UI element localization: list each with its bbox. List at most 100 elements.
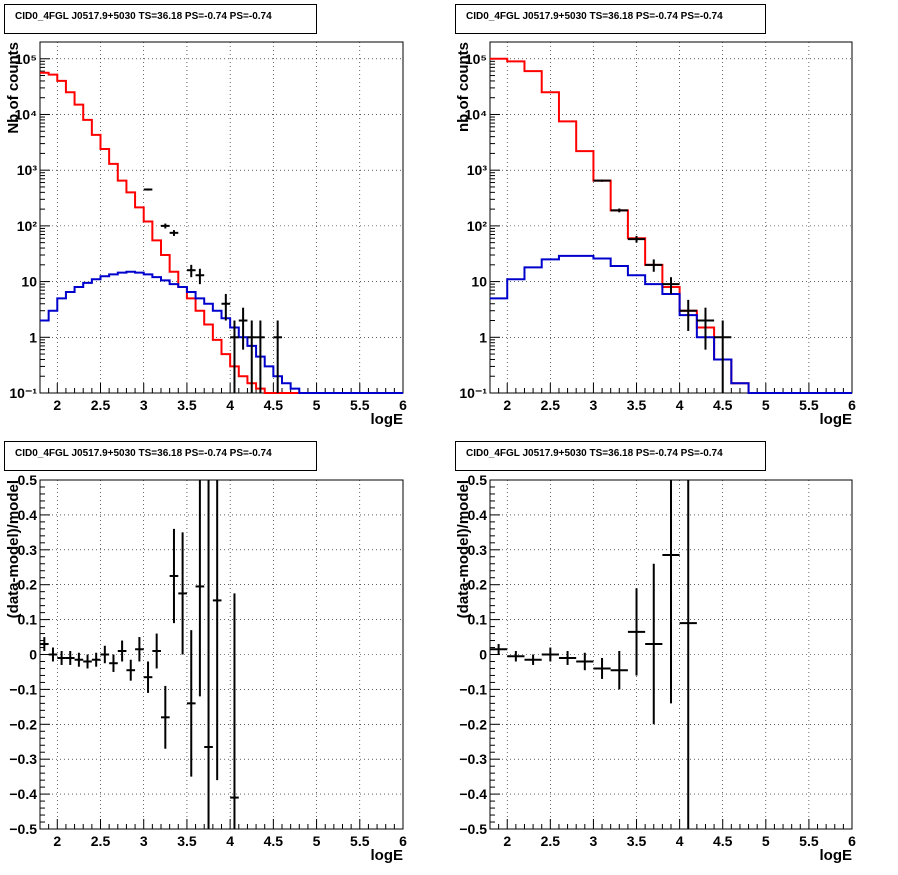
data-point bbox=[143, 661, 153, 693]
data-point bbox=[610, 651, 628, 690]
y-tick-label: 1 bbox=[479, 329, 487, 345]
chart-residual-left: 2 2.5 3 3.5 4 4.5 5 5.5 6 −0.5 −0.4 −0.3 −0.2 −0.1 0 0.… bbox=[5, 472, 407, 864]
y-tick-label: 0.4 bbox=[18, 507, 38, 523]
y-tick-label: 0.1 bbox=[18, 612, 38, 628]
y-tick-label: 0.3 bbox=[468, 542, 488, 558]
data-point bbox=[152, 633, 161, 669]
data-point bbox=[238, 307, 248, 350]
y-tick-label: 10⁴ bbox=[465, 106, 488, 122]
y-tick-label: 10⁵ bbox=[465, 51, 487, 67]
chart-residual-right: 2 2.5 3 3.5 4 4.5 5 5.5 6 −0.5 −0.4 −0.3 −0.2 −0.1 0 0.… bbox=[455, 472, 856, 864]
x-tick-label: 3.5 bbox=[627, 397, 647, 413]
data-point bbox=[645, 563, 663, 725]
x-tick-label: 2 bbox=[503, 833, 511, 849]
data-point bbox=[662, 480, 680, 704]
data-point bbox=[696, 307, 715, 350]
y-tick-label: 0.2 bbox=[18, 577, 38, 593]
y-tick-label: 0.5 bbox=[468, 472, 488, 488]
data-point bbox=[645, 259, 663, 272]
data-point bbox=[40, 637, 49, 652]
chart-title-bottom-left: CID0_4FGL J0517.9+5030 TS=36.18 PS=-0.74… bbox=[4, 441, 317, 471]
data-point bbox=[74, 652, 84, 667]
y-tick-label: 10³ bbox=[17, 162, 38, 178]
x-tick-label: 5.5 bbox=[350, 397, 370, 413]
data-point bbox=[221, 293, 231, 321]
data-point bbox=[256, 320, 265, 393]
x-tick-label: 3 bbox=[590, 397, 598, 413]
data-point bbox=[186, 630, 196, 777]
x-tick-label: 6 bbox=[399, 397, 407, 413]
data-point bbox=[169, 230, 179, 236]
x-tick-label: 4 bbox=[676, 833, 684, 849]
data-point bbox=[212, 480, 222, 781]
x-tick-label: 2.5 bbox=[541, 397, 561, 413]
x-axis-label: logE bbox=[371, 411, 404, 428]
y-tick-label: −0.5 bbox=[459, 821, 487, 837]
x-tick-label: 3.5 bbox=[177, 833, 197, 849]
x-tick-label: 4.5 bbox=[264, 833, 284, 849]
data-point bbox=[273, 320, 282, 393]
chart-title-top-left: CID0_4FGL J0517.9+5030 TS=36.18 PS=-0.74… bbox=[4, 4, 317, 34]
y-tick-label: −0.4 bbox=[9, 786, 37, 802]
data-point bbox=[100, 645, 110, 664]
data-point bbox=[593, 657, 611, 679]
y-axis-label: (data-model)/model bbox=[5, 480, 22, 618]
x-tick-label: 4.5 bbox=[713, 833, 733, 849]
x-tick-label: 2 bbox=[53, 397, 61, 413]
source-histogram-line bbox=[490, 254, 852, 394]
data-point bbox=[247, 320, 257, 393]
y-axis-label: nb of counts bbox=[455, 42, 472, 132]
y-tick-label: −0.1 bbox=[459, 681, 487, 697]
data-point bbox=[143, 188, 153, 191]
y-tick-label: 10⁻¹ bbox=[459, 385, 487, 401]
x-tick-label: 6 bbox=[399, 833, 407, 849]
y-tick-label: 10 bbox=[21, 274, 37, 290]
x-tick-label: 2.5 bbox=[541, 833, 561, 849]
chart-counts-right: 2 2.5 3 3.5 4 4.5 5 5.5 6 10⁻¹ 1 10 10² 10³ 10⁴ 10⁵ logE… bbox=[455, 41, 856, 428]
data-point bbox=[91, 652, 101, 667]
data-point bbox=[558, 651, 577, 665]
y-tick-label: 10⁴ bbox=[15, 106, 38, 122]
chart-title-bottom-right: CID0_4FGL J0517.9+5030 TS=36.18 PS=-0.74… bbox=[455, 441, 766, 471]
y-tick-label: −0.3 bbox=[459, 751, 487, 767]
x-tick-label: 3 bbox=[140, 397, 148, 413]
x-tick-label: 4.5 bbox=[713, 397, 733, 413]
data-point bbox=[230, 593, 239, 829]
y-tick-label: 1 bbox=[29, 329, 37, 345]
data-point bbox=[117, 640, 127, 662]
data-point bbox=[65, 651, 75, 665]
source-histogram-line bbox=[40, 270, 403, 394]
y-tick-label: 0.4 bbox=[468, 507, 488, 523]
data-point bbox=[627, 235, 646, 243]
data-point bbox=[507, 651, 525, 662]
data-point bbox=[679, 299, 697, 331]
data-point bbox=[576, 652, 594, 671]
data-point bbox=[135, 637, 144, 662]
y-tick-label: 10³ bbox=[467, 162, 488, 178]
y-tick-label: 10² bbox=[17, 218, 38, 234]
x-tick-label: 5 bbox=[762, 397, 770, 413]
data-point bbox=[83, 654, 92, 669]
y-tick-label: −0.2 bbox=[459, 716, 487, 732]
y-tick-label: 0 bbox=[29, 647, 37, 663]
y-tick-label: 0 bbox=[479, 647, 487, 663]
data-point bbox=[161, 223, 170, 229]
data-point bbox=[161, 685, 170, 749]
data-point bbox=[195, 480, 205, 697]
data-point bbox=[126, 659, 136, 681]
x-tick-label: 5 bbox=[313, 833, 321, 849]
y-tick-label: 10⁵ bbox=[15, 51, 37, 67]
data-point bbox=[714, 320, 732, 393]
data-point bbox=[524, 654, 542, 665]
y-tick-label: 10² bbox=[467, 218, 488, 234]
x-tick-label: 4 bbox=[676, 397, 684, 413]
data-point bbox=[230, 320, 239, 393]
x-tick-label: 4 bbox=[226, 833, 234, 849]
data-point bbox=[662, 277, 680, 294]
x-tick-label: 4 bbox=[226, 397, 234, 413]
y-tick-label: −0.5 bbox=[9, 821, 37, 837]
y-axis-label: Nb of counts bbox=[5, 42, 22, 134]
x-tick-label: 5.5 bbox=[350, 833, 370, 849]
x-axis-label: logE bbox=[371, 847, 404, 864]
